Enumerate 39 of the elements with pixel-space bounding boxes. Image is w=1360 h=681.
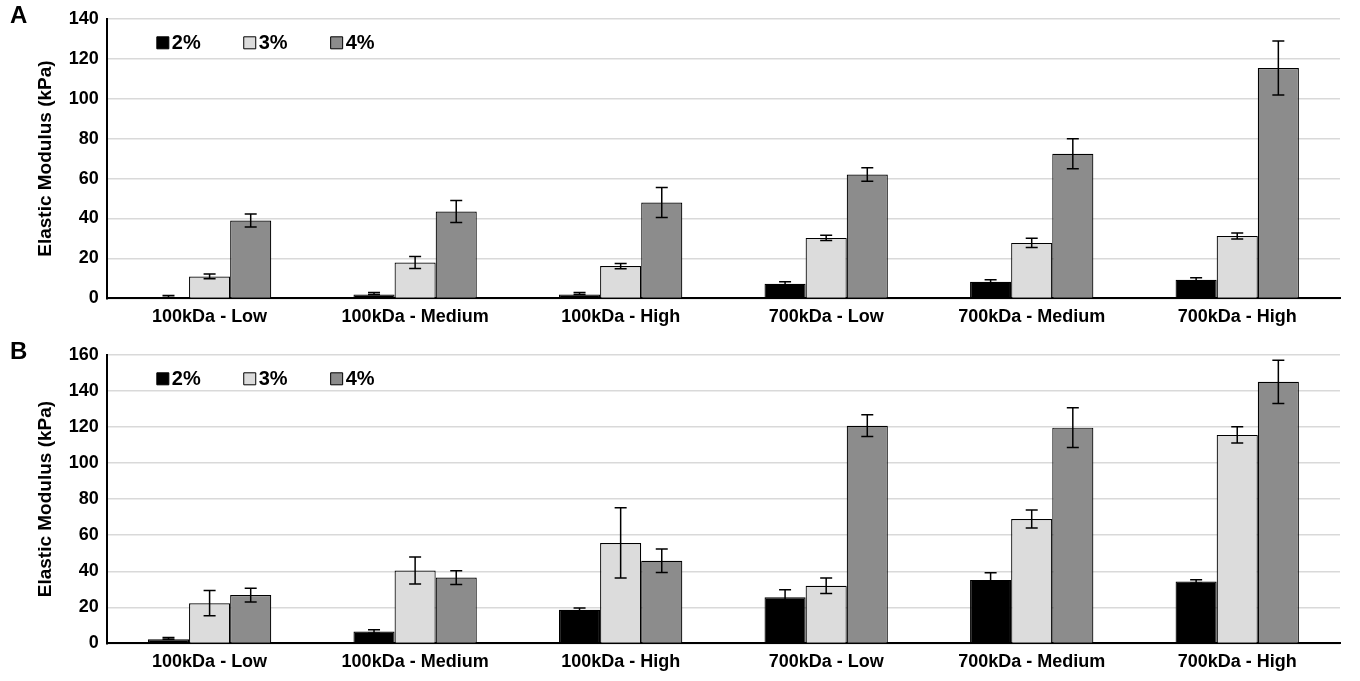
y-tick-label: 0 bbox=[88, 632, 99, 653]
y-tick-label: 120 bbox=[68, 47, 99, 68]
x-tick-label: 700kDa - Low bbox=[768, 306, 885, 327]
y-tick-label: 60 bbox=[78, 524, 99, 545]
y-tick-label: 140 bbox=[68, 7, 99, 28]
legend-label: 4% bbox=[345, 31, 375, 54]
x-tick-label: 100kDa - Low bbox=[152, 306, 269, 327]
y-tick-label: 60 bbox=[78, 167, 99, 188]
y-tick-label: 100 bbox=[68, 87, 99, 108]
y-tick-label: 20 bbox=[78, 596, 99, 617]
chart-title: B bbox=[10, 336, 28, 364]
x-tick-label: 100kDa - Medium bbox=[341, 651, 489, 672]
x-tick-label: 700kDa - Medium bbox=[958, 651, 1106, 672]
x-tick-label: 100kDa - Low bbox=[152, 651, 269, 672]
x-tick-label: 700kDa - Medium bbox=[958, 306, 1106, 327]
y-tick-label: 0 bbox=[88, 287, 99, 308]
y-axis-title: Elastic Modulus (kPa) bbox=[33, 400, 55, 598]
y-tick-label: 40 bbox=[78, 207, 99, 228]
y-tick-label: 20 bbox=[78, 247, 99, 268]
y-tick-label: 100 bbox=[68, 451, 99, 472]
y-axis-title: Elastic Modulus (kPa) bbox=[33, 60, 55, 257]
chart-title: A bbox=[10, 0, 28, 28]
x-tick-label: 100kDa - High bbox=[561, 651, 681, 672]
x-tick-label: 100kDa - High bbox=[561, 306, 681, 327]
legend-label: 3% bbox=[258, 31, 288, 54]
legend-label: 3% bbox=[258, 367, 288, 390]
x-tick-label: 700kDa - High bbox=[1177, 651, 1297, 672]
y-tick-label: 80 bbox=[78, 488, 99, 509]
x-tick-label: 100kDa - Medium bbox=[341, 306, 489, 327]
x-tick-label: 700kDa - Low bbox=[768, 651, 885, 672]
y-tick-label: 80 bbox=[78, 127, 99, 148]
y-tick-label: 40 bbox=[78, 560, 99, 581]
legend-label: 2% bbox=[171, 31, 201, 54]
y-tick-label: 120 bbox=[68, 415, 99, 436]
y-tick-label: 140 bbox=[68, 379, 99, 400]
x-tick-label: 700kDa - High bbox=[1177, 306, 1297, 327]
legend-label: 2% bbox=[171, 367, 201, 390]
legend-label: 4% bbox=[345, 367, 375, 390]
y-tick-label: 160 bbox=[68, 343, 99, 364]
